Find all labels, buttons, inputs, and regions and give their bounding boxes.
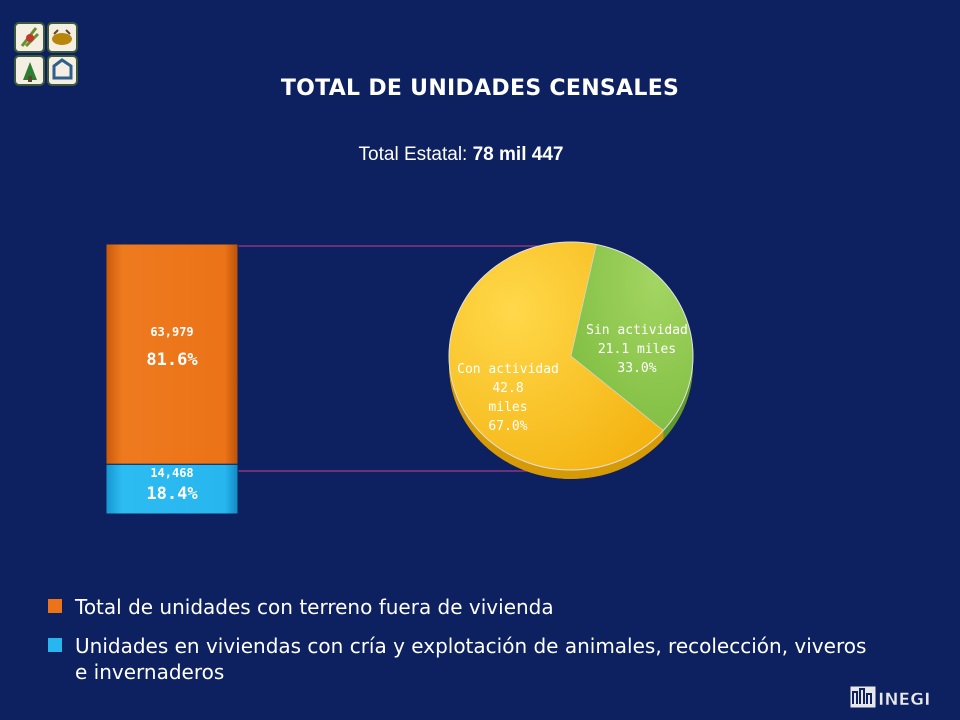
pie-label-line: 42.8 bbox=[492, 381, 523, 396]
legend-item-terreno: Total de unidades con terreno fuera de v… bbox=[48, 594, 554, 620]
pie-label-con-actividad: Con actividad 42.8 miles 67.0% bbox=[457, 362, 559, 434]
legend-item-viviendas: Unidades en viviendas con cría y explota… bbox=[48, 633, 868, 685]
pie-rim bbox=[448, 241, 694, 471]
pie-label-line: Sin actividad bbox=[586, 323, 688, 338]
legend-swatch-orange bbox=[48, 599, 62, 613]
page-title: TOTAL DE UNIDADES CENSALES bbox=[280, 76, 680, 101]
total-estatal-label: Total Estatal: bbox=[358, 144, 468, 165]
total-estatal: Total Estatal: 78 mil 447 bbox=[0, 144, 922, 166]
stacked-bar: 14,468 18.4% 63,979 81.6% bbox=[105, 243, 239, 515]
total-estatal-value: 78 mil 447 bbox=[472, 144, 564, 165]
pie-label-line: miles bbox=[488, 400, 527, 415]
bar-value-label: 63,979 bbox=[150, 325, 193, 339]
census-logo bbox=[14, 22, 78, 86]
bar-segment bbox=[105, 463, 239, 515]
pie-label-line: 33.0% bbox=[617, 361, 656, 376]
bar-value-label: 14,468 bbox=[150, 466, 193, 480]
legend-label: Unidades en viviendas con cría y explota… bbox=[75, 634, 867, 684]
pie-label-line: 67.0% bbox=[488, 419, 527, 434]
connector-lines bbox=[238, 245, 538, 472]
bar-percent-label: 81.6% bbox=[146, 350, 198, 370]
inegi-logo-text: INEGI bbox=[878, 690, 930, 710]
pie-label-line: Con actividad bbox=[457, 362, 559, 377]
pie-label-line: 21.1 miles bbox=[598, 342, 676, 357]
legend-swatch-blue bbox=[48, 638, 62, 652]
pie-chart: Con actividad 42.8 miles 67.0% Sin actividad… bbox=[448, 241, 694, 479]
pie-label-sin-actividad: Sin actividad 21.1 miles 33.0% bbox=[586, 323, 688, 376]
legend-label: Total de unidades con terreno fuera de v… bbox=[75, 595, 554, 619]
pie-slice-side bbox=[663, 356, 693, 440]
bar-percent-label: 18.4% bbox=[146, 484, 198, 504]
inegi-logo: INEGI bbox=[850, 685, 931, 710]
bar-segment bbox=[105, 243, 239, 465]
